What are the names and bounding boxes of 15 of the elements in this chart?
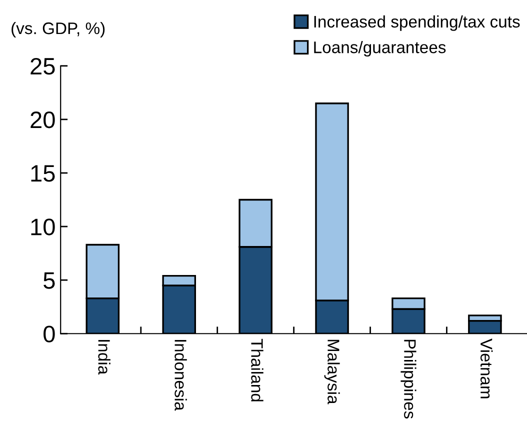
y-tick-label: 25 (30, 58, 55, 75)
x-tick-label: Thailand (251, 338, 264, 402)
y-tick-label: 20 (30, 111, 55, 128)
x-tick-label: Philippines (400, 340, 416, 418)
x-tick-label: Vietnam (480, 338, 493, 398)
x-tick-label: Indonesia (174, 340, 187, 411)
x-tick-label: Malaysia (324, 340, 340, 404)
y-tick-label: 5 (44, 272, 55, 289)
y-axis-title: (vs. GDP, %) (12, 22, 105, 38)
x-tick-label: India (98, 340, 110, 375)
legend-label: Increased spending/tax cuts (314, 15, 520, 31)
y-tick-label: 0 (44, 326, 55, 342)
legend-label: Loans/guarantees (314, 40, 446, 57)
y-tick-label: 15 (31, 165, 55, 182)
y-tick-label: 10 (31, 218, 55, 236)
